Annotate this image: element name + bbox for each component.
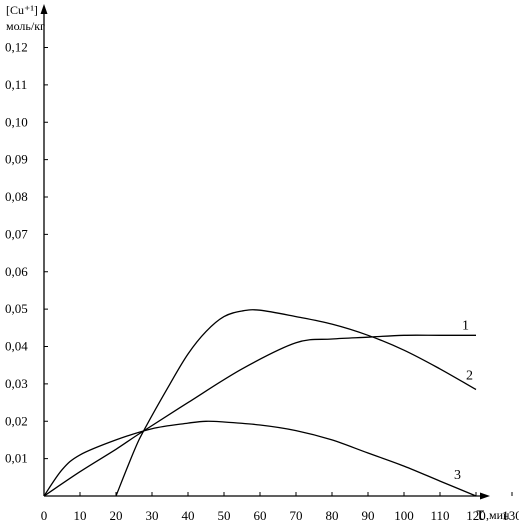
- y-tick-label: 0,09: [5, 152, 28, 167]
- x-tick-label: 130: [502, 508, 519, 523]
- series-group: 1 2 3: [43, 309, 477, 497]
- y-tick-label: 0,05: [5, 301, 28, 316]
- y-axis-arrow: [40, 4, 48, 14]
- y-tick-label: 0,11: [5, 77, 27, 92]
- x-tick-label: 100: [394, 508, 414, 523]
- x-tick-label: 110: [430, 508, 449, 523]
- y-tick-label: 0,04: [5, 339, 28, 354]
- y-axis-label-unit: моль/кг: [6, 19, 45, 33]
- x-axis-label-symbol: τ: [476, 501, 484, 525]
- y-tick-label: 0,02: [5, 413, 28, 428]
- x-tick-label: 50: [218, 508, 231, 523]
- y-tick-label: 0,03: [5, 376, 28, 391]
- x-tick-label: 80: [326, 508, 339, 523]
- y-tick-label: 0,01: [5, 451, 28, 466]
- x-tick-label: 40: [182, 508, 195, 523]
- x-tick-label: 70: [290, 508, 303, 523]
- y-axis-label-top: [Cu⁺¹]: [6, 3, 38, 17]
- x-tick-label: 90: [362, 508, 375, 523]
- axis-ticks: 0,01 0,02 0,03 0,04 0,05 0,06 0,07 0,08 0,09 0,10…: [5, 40, 519, 524]
- series-line-2: [115, 309, 477, 497]
- x-tick-label: 120: [466, 508, 486, 523]
- x-tick-label: 60: [254, 508, 267, 523]
- series-label-2: 2: [466, 369, 473, 384]
- y-tick-label: 0,07: [5, 226, 28, 241]
- y-tick-label: 0,10: [5, 114, 28, 129]
- x-tick-label: 20: [110, 508, 123, 523]
- x-tick-label: 0: [41, 508, 48, 523]
- series-line-3: [43, 420, 477, 497]
- y-tick-label: 0,06: [5, 264, 28, 279]
- x-tick-label: 10: [74, 508, 87, 523]
- x-axis-arrow: [480, 492, 490, 500]
- series-label-1: 1: [462, 318, 469, 333]
- series-line-1: [43, 334, 476, 497]
- x-axis-label-unit: ,мин: [486, 508, 510, 522]
- series-label-3: 3: [454, 468, 461, 483]
- y-tick-label: 0,08: [5, 189, 28, 204]
- y-tick-label: 0,12: [5, 40, 28, 55]
- x-tick-label: 30: [146, 508, 159, 523]
